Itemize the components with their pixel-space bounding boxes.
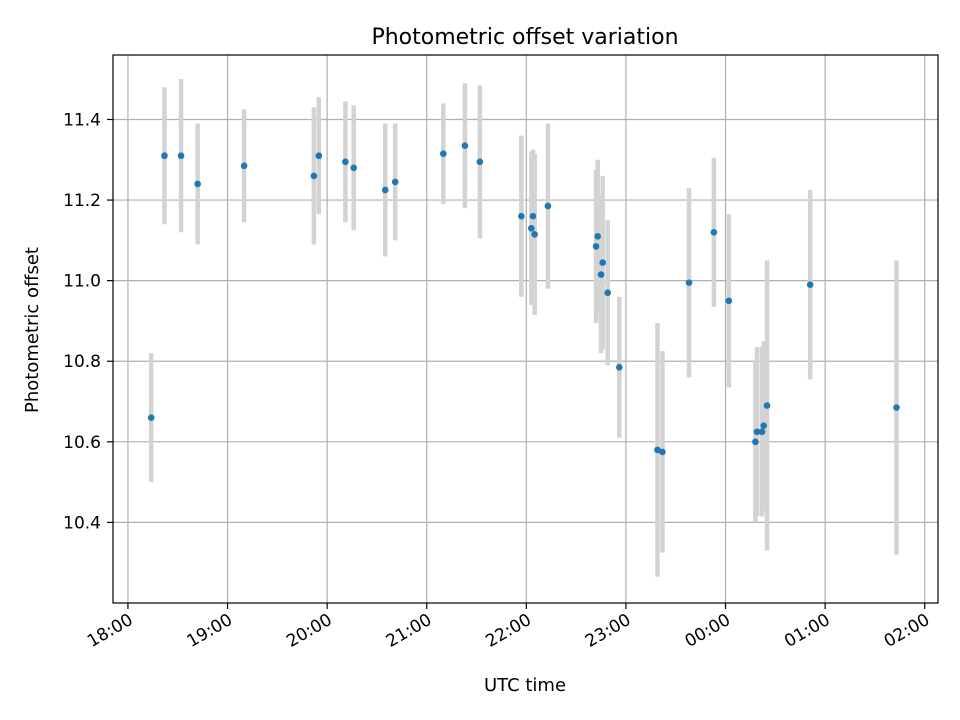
- x-tick-label: 21:00: [383, 610, 435, 652]
- data-point: [310, 172, 318, 180]
- y-axis-label: Photometric offset: [22, 247, 43, 413]
- data-point: [177, 152, 185, 160]
- data-point: [760, 422, 768, 430]
- y-tick-label: 10.6: [63, 433, 101, 453]
- chart-title: Photometric offset variation: [371, 25, 678, 50]
- plot-frame: [112, 54, 939, 604]
- data-point: [350, 164, 357, 172]
- data-points: [147, 142, 900, 456]
- data-point: [381, 186, 389, 194]
- data-point: [476, 158, 484, 166]
- y-axis-ticks: 10.4 10.6 10.8 11.0 11.2 11.4: [63, 110, 113, 533]
- data-point: [391, 178, 399, 186]
- data-point: [599, 259, 606, 266]
- data-point: [893, 404, 900, 411]
- data-point: [342, 158, 349, 166]
- data-point: [685, 279, 693, 286]
- x-tick-label: 23:00: [582, 610, 634, 652]
- data-point: [529, 212, 537, 220]
- x-tick-label: 19:00: [184, 610, 236, 652]
- data-point: [518, 212, 525, 220]
- y-tick-label: 10.8: [63, 352, 101, 372]
- data-point: [531, 231, 538, 238]
- data-point: [194, 180, 201, 188]
- y-tick-label: 10.4: [63, 513, 101, 533]
- data-point: [758, 428, 766, 436]
- data-point: [594, 233, 602, 240]
- data-point: [597, 271, 605, 278]
- data-point: [710, 228, 718, 236]
- data-point: [654, 446, 661, 454]
- data-point: [806, 281, 814, 288]
- y-tick-label: 11.4: [63, 110, 101, 130]
- data-point: [440, 150, 447, 158]
- data-point: [315, 152, 323, 160]
- y-tick-label: 11.0: [63, 272, 101, 292]
- x-tick-label: 20:00: [283, 610, 335, 652]
- data-point: [604, 289, 611, 297]
- data-point: [147, 414, 155, 421]
- x-axis-ticks: 18:00 19:00 20:00 21:00 22:00 23:00 00:00 01:00…: [84, 603, 933, 652]
- x-tick-label: 02:00: [881, 610, 933, 652]
- data-point: [240, 162, 248, 170]
- data-point: [659, 448, 666, 456]
- y-tick-label: 11.2: [63, 191, 101, 211]
- data-point: [725, 297, 733, 305]
- grid: [113, 55, 938, 603]
- x-tick-label: 22:00: [482, 610, 534, 652]
- x-tick-label: 18:00: [84, 610, 136, 652]
- data-point: [753, 428, 761, 436]
- x-tick-label: 00:00: [682, 610, 734, 652]
- data-point: [592, 243, 600, 250]
- data-point: [161, 152, 168, 160]
- x-axis-label: UTC time: [484, 675, 566, 696]
- data-point: [615, 363, 623, 371]
- data-point: [544, 202, 552, 210]
- data-point: [461, 142, 469, 149]
- data-point: [528, 224, 535, 232]
- x-tick-label: 01:00: [781, 610, 833, 652]
- data-point: [752, 438, 759, 446]
- data-point: [763, 402, 771, 409]
- error-bars: [148, 79, 899, 577]
